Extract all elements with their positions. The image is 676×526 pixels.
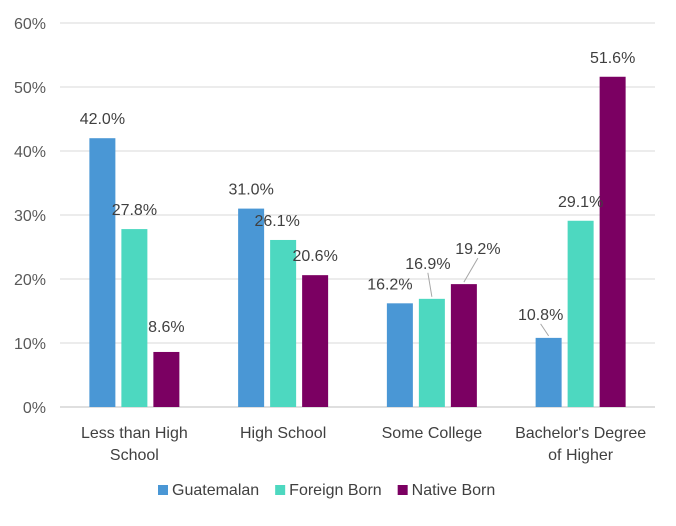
data-label: 27.8%	[112, 202, 157, 219]
leader-line	[463, 257, 479, 283]
x-category-label: School	[110, 447, 159, 464]
data-label: 8.6%	[148, 319, 184, 336]
y-tick-label: 60%	[14, 16, 46, 33]
y-tick-label: 30%	[14, 208, 46, 225]
bar	[450, 284, 477, 407]
legend-entry: Guatemalan	[172, 482, 259, 499]
bar	[270, 239, 297, 407]
data-label: 51.6%	[590, 50, 635, 67]
y-tick-label: 10%	[14, 336, 46, 353]
bar	[238, 208, 265, 407]
bar	[567, 220, 594, 407]
legend: Guatemalan Foreign Born Native Born	[158, 482, 495, 499]
legend-entry: Native Born	[412, 482, 496, 499]
leader-line	[540, 323, 550, 337]
y-tick-label: 50%	[14, 80, 46, 97]
x-category-label: Some College	[382, 425, 483, 442]
data-label: 42.0%	[80, 111, 125, 128]
bar	[535, 337, 562, 407]
x-category-label: of Higher	[548, 447, 614, 464]
label-leader-lines	[427, 257, 550, 337]
legend-swatch	[397, 485, 408, 495]
x-category-label: Bachelor's Degree	[515, 425, 646, 442]
data-label: 16.9%	[405, 256, 450, 273]
x-axis: Less than High School High School Some Coll…	[81, 425, 646, 464]
data-label: 29.1%	[558, 194, 603, 211]
legend-swatch	[275, 485, 286, 495]
x-category-label: Less than High	[81, 425, 188, 442]
y-tick-label: 40%	[14, 144, 46, 161]
legend-swatch	[158, 485, 168, 495]
y-axis: 0% 10% 20% 30% 40% 50% 60%	[14, 16, 46, 417]
data-label: 31.0%	[228, 182, 273, 199]
bar	[302, 275, 329, 407]
bar	[386, 303, 413, 407]
legend-entry: Foreign Born	[289, 482, 382, 499]
data-label: 16.2%	[367, 276, 412, 293]
data-label: 10.8%	[518, 307, 563, 324]
leader-line	[427, 272, 433, 297]
bar	[121, 229, 148, 407]
bar	[153, 351, 180, 407]
gridlines	[60, 22, 655, 408]
y-tick-label: 20%	[14, 272, 46, 289]
data-label: 19.2%	[455, 241, 500, 258]
bar	[89, 138, 116, 407]
bar	[599, 76, 626, 407]
data-labels: 42.0% 31.0% 16.2% 10.8% 27.8% 26.1% 16.9% 29.1%…	[80, 50, 636, 336]
bars	[89, 76, 626, 407]
bar	[418, 298, 445, 407]
data-label: 20.6%	[292, 248, 337, 265]
y-tick-label: 0%	[23, 400, 46, 417]
x-category-label: High School	[240, 425, 326, 442]
data-label: 26.1%	[254, 213, 299, 230]
